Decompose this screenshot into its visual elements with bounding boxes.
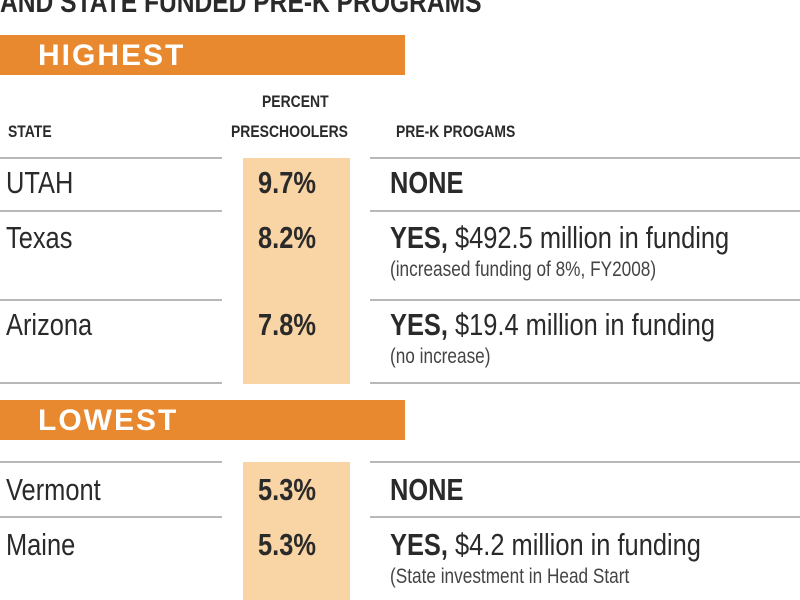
program: NONE — [390, 166, 463, 200]
status: YES, — [390, 307, 448, 342]
note: (State investment in Head Start — [390, 565, 630, 588]
section-label: LOWEST — [38, 404, 179, 437]
detail: $4.2 million in funding — [455, 527, 701, 562]
rule — [370, 210, 800, 212]
title: AND STATE FUNDED PRE-K PROGRAMS — [0, 0, 482, 19]
percent-band — [243, 158, 350, 384]
rule — [370, 516, 800, 518]
program: YES, $492.5 million in funding — [390, 221, 729, 255]
percent: 8.2% — [258, 220, 316, 255]
header-percent: PERCENT — [262, 92, 329, 111]
rule — [370, 299, 800, 301]
state: Texas — [6, 220, 73, 255]
program: YES, $19.4 million in funding — [390, 308, 715, 342]
detail: $492.5 million in funding — [455, 220, 730, 255]
note: (increased funding of 8%, FY2008) — [390, 258, 657, 281]
rule — [370, 382, 800, 384]
rule — [0, 516, 222, 518]
program: NONE — [390, 473, 463, 507]
percent: 5.3% — [258, 472, 316, 507]
header-state: STATE — [8, 122, 52, 141]
state: UTAH — [6, 165, 74, 200]
rule — [370, 461, 800, 463]
percent: 7.8% — [258, 307, 316, 342]
rule — [0, 299, 222, 301]
rule — [0, 157, 222, 159]
header-percent: PRESCHOOLERS — [231, 122, 348, 141]
percent: 5.3% — [258, 527, 316, 562]
state: Maine — [6, 527, 76, 562]
rule — [0, 461, 222, 463]
note: (no increase) — [390, 345, 491, 368]
status: YES, — [390, 220, 448, 255]
program: YES, $4.2 million in funding — [390, 528, 701, 562]
section-bar: HIGHEST — [0, 35, 405, 75]
rule — [0, 382, 222, 384]
state: Vermont — [6, 472, 101, 507]
state: Arizona — [6, 307, 93, 342]
percent-band — [243, 462, 350, 600]
section-label: HIGHEST — [38, 39, 186, 72]
status: NONE — [390, 165, 464, 200]
header-programs: PRE-K PROGAMS — [396, 122, 516, 141]
detail: $19.4 million in funding — [455, 307, 716, 342]
status: NONE — [390, 472, 464, 507]
percent: 9.7% — [258, 165, 316, 200]
status: YES, — [390, 527, 448, 562]
rule — [0, 210, 222, 212]
rule — [370, 157, 800, 159]
section-bar: LOWEST — [0, 400, 405, 440]
